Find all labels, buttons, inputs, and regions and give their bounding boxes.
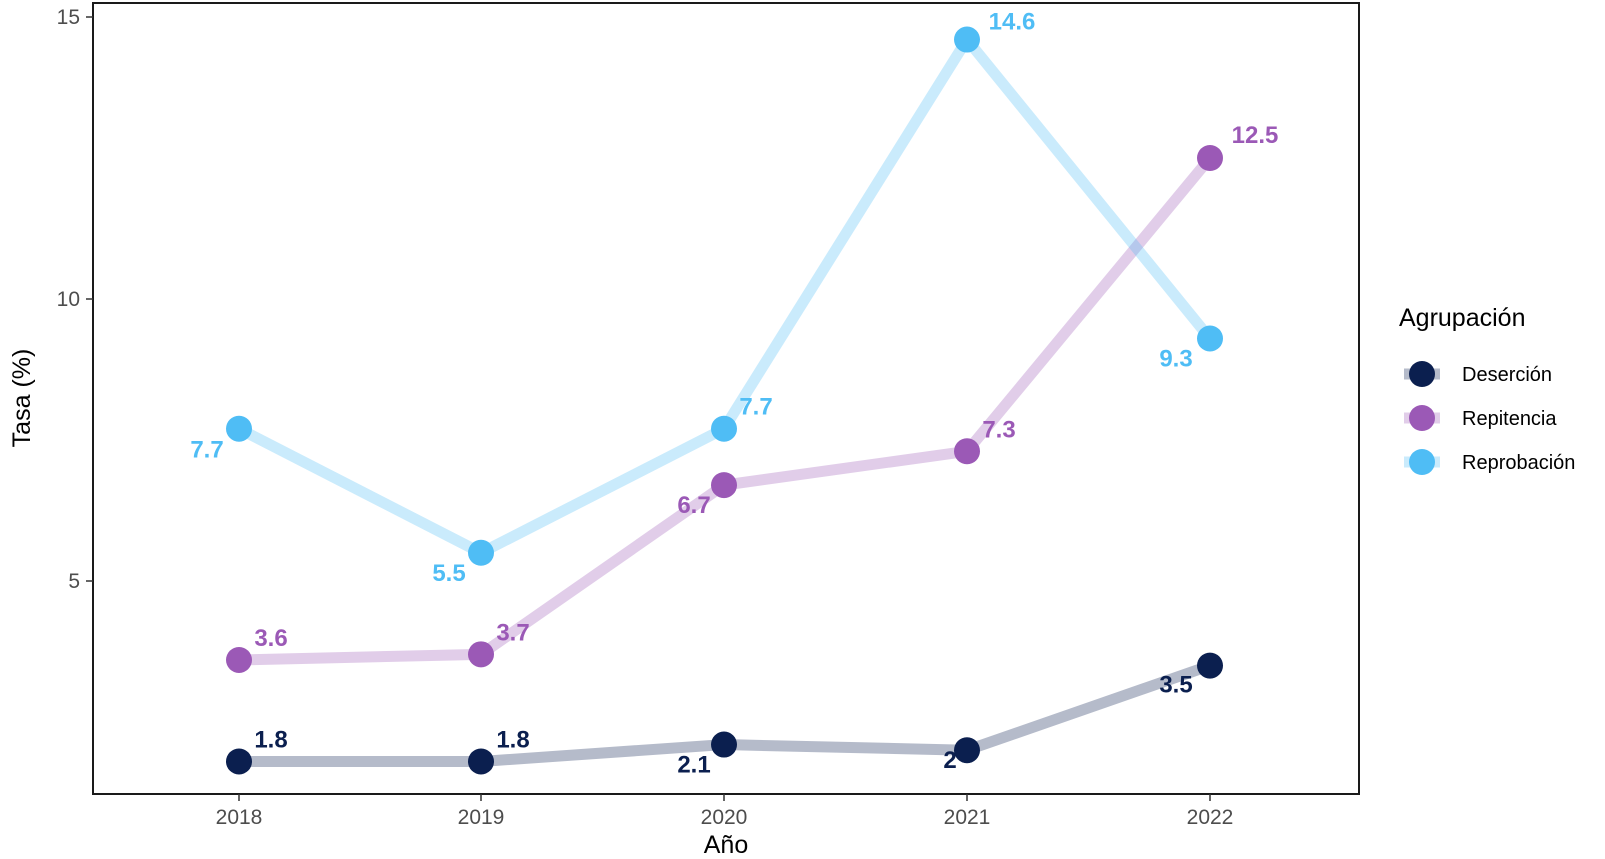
x-tick-label: 2020 [701, 806, 748, 829]
data-point [226, 748, 252, 775]
data-label: 3.7 [496, 619, 529, 646]
data-point [954, 438, 980, 465]
data-point [954, 737, 980, 764]
data-label: 1.8 [496, 726, 529, 753]
data-label: 7.7 [739, 394, 772, 421]
data-label: 6.7 [677, 492, 710, 519]
data-point [226, 415, 252, 442]
data-label: 3.6 [254, 625, 287, 652]
data-label: 5.5 [432, 560, 465, 587]
x-axis-title: Año [704, 831, 748, 859]
y-axis-title: Tasa (%) [8, 349, 36, 448]
data-label: 9.3 [1159, 345, 1192, 372]
x-tick-label: 2022 [1187, 806, 1234, 829]
data-label: 7.3 [982, 416, 1015, 443]
legend-label: Deserción [1462, 364, 1552, 386]
data-point [1197, 652, 1223, 679]
legend-key-point [1409, 361, 1435, 387]
axis-layer: 5 10 15 2018 2019 2020 2021 2022 [57, 6, 1234, 829]
data-point [711, 472, 737, 499]
data-point [468, 641, 494, 668]
data-label: 12.5 [1232, 122, 1279, 149]
legend-key-point [1409, 449, 1435, 475]
data-point [711, 415, 737, 442]
legend-key-point [1409, 405, 1435, 431]
data-label: 2 [943, 747, 956, 774]
data-point [226, 646, 252, 673]
legend-title: Agrupación [1399, 304, 1525, 332]
data-point [711, 731, 737, 758]
legend-label: Reprobación [1462, 452, 1575, 474]
y-tick-label: 15 [57, 6, 80, 29]
plot-panel-border [92, 2, 1360, 795]
data-point [954, 26, 980, 53]
y-tick-label: 10 [57, 288, 80, 311]
data-label: 7.7 [190, 437, 223, 464]
series-layer: 1.8 1.8 2.1 2 3.5 3.6 3.7 6.7 7.3 12.5 7.7 5.5 7.7 14… [190, 9, 1278, 779]
data-point [468, 748, 494, 775]
legend-label: Repitencia [1462, 408, 1557, 430]
data-label: 2.1 [677, 752, 710, 779]
data-label: 14.6 [989, 9, 1036, 36]
y-tick-label: 5 [68, 570, 80, 593]
x-tick-label: 2021 [944, 806, 991, 829]
data-point [1197, 325, 1223, 352]
data-label: 1.8 [254, 726, 287, 753]
data-label: 3.5 [1159, 672, 1192, 699]
legend: Agrupación Deserción Repitencia Reprobació… [1399, 304, 1575, 475]
data-point [468, 539, 494, 566]
x-tick-label: 2019 [458, 806, 505, 829]
data-point [1197, 145, 1223, 171]
x-tick-label: 2018 [216, 806, 263, 829]
